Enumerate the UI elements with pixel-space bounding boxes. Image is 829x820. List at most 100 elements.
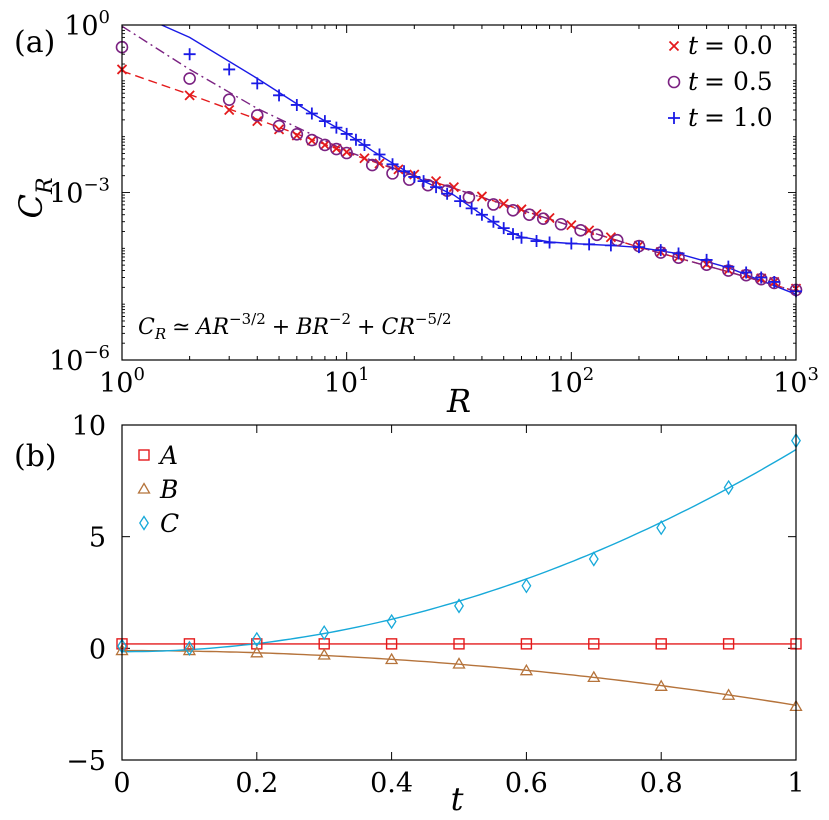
point-t-0-0-12 (393, 164, 404, 175)
ann-plus-2: + (357, 315, 375, 340)
point-t-1-0-20 (475, 208, 488, 221)
x-tick-label-0: 100 (99, 364, 145, 399)
point-b-4 (384, 652, 399, 665)
ann-a-exp: −3/2 (229, 310, 266, 328)
point-t-1-0-5 (305, 107, 318, 120)
point-t-1-0-28 (583, 238, 596, 251)
point-c-4 (386, 613, 397, 630)
point-t-0-5-5 (290, 128, 304, 141)
point-t-0-0-16 (476, 191, 488, 202)
point-t-1-0-34 (722, 260, 735, 273)
legend-label-t-0-0: t = 0.0 (688, 31, 773, 60)
panel-b-x-axis-label: t (451, 780, 464, 818)
y-label-sub: R (33, 177, 58, 195)
ann-b-exp: −2 (329, 310, 351, 328)
x-tick-label-exp: 2 (583, 364, 594, 385)
y-label-main: C (12, 194, 50, 218)
point-b-9 (721, 688, 736, 700)
legend-marker-t-0-5 (667, 75, 681, 89)
legend-label-t-1-0: t = 1.0 (688, 103, 773, 132)
point-t-0-0-4 (273, 124, 285, 135)
panel-b-y-tick-labels: −5 0 5 10 (66, 411, 106, 777)
point-t-1-0-17 (441, 187, 454, 200)
point-c-2 (251, 631, 262, 648)
point-t-0-0-8 (331, 143, 342, 154)
point-t-1-0-19 (465, 202, 478, 215)
point-t-0-5-15 (462, 191, 476, 204)
panel-a-fit-lines (122, 25, 796, 295)
point-a-5 (453, 638, 465, 650)
panel-b-label: (b) (14, 439, 57, 474)
x-tick-label-base: 10 (773, 368, 807, 399)
y-tick-label-2: 100 (64, 7, 110, 42)
x-tick-label-base: 10 (548, 368, 582, 399)
point-a-1 (183, 638, 196, 650)
point-t-0-5-19 (536, 212, 550, 225)
point-t-0-5-21 (574, 224, 587, 237)
point-t-1-0-18 (454, 195, 467, 208)
point-t-1-0-22 (497, 222, 510, 235)
point-a-8 (655, 638, 667, 650)
panel-a-legend: t = 0.0t = 0.5t = 1.0 (667, 31, 773, 132)
point-t-0-5-13 (421, 178, 435, 192)
fit-curve-b (122, 649, 796, 706)
bx-tick-label-0: 0 (113, 768, 130, 799)
point-t-0-5-3 (250, 109, 264, 122)
point-t-1-0-24 (515, 231, 528, 244)
fit-line-t-0-5 (122, 25, 796, 292)
point-t-1-0-36 (755, 271, 768, 284)
point-t-1-0-37 (768, 275, 781, 288)
point-t-1-0-11 (373, 148, 386, 161)
point-c-7 (588, 551, 599, 567)
by-tick-label-1: 0 (89, 634, 106, 665)
point-t-1-0-7 (330, 121, 343, 134)
y-tick-label-exp: 0 (99, 7, 110, 28)
x-tick-label-2: 102 (548, 364, 594, 399)
point-t-0-5-17 (506, 203, 520, 217)
legend-var: t (688, 103, 699, 132)
x-tick-label-1: 101 (324, 364, 370, 399)
ann-a: AR (195, 315, 229, 340)
point-a-9 (722, 638, 735, 650)
legend-val: = 0.5 (704, 67, 773, 96)
point-t-0-5-12 (402, 173, 416, 186)
point-t-1-0-31 (654, 244, 667, 257)
point-t-0-5-1 (183, 72, 196, 85)
by-tick-label-0: −5 (66, 746, 106, 777)
panel-a-markers (115, 40, 803, 298)
y-tick-label-base: 10 (64, 11, 98, 42)
point-t-0-5-7 (318, 138, 332, 152)
point-a-7 (588, 638, 600, 650)
svg-text:CR: CR (12, 177, 58, 218)
point-t-1-0-29 (604, 239, 617, 252)
point-t-1-0-14 (408, 170, 421, 183)
point-t-0-5-20 (554, 217, 568, 231)
point-b-5 (452, 657, 466, 669)
ann-b: BR (295, 315, 329, 340)
point-c-6 (521, 578, 532, 594)
fit-line-t-1-0 (161, 25, 796, 295)
bx-tick-label-5: 1 (787, 768, 804, 799)
point-t-1-0-30 (632, 241, 645, 254)
point-b-7 (587, 670, 601, 683)
point-c-3 (319, 625, 330, 641)
y-tick-label-exp: −3 (83, 175, 110, 196)
point-t-1-0-26 (543, 236, 556, 249)
ann-c: CR (381, 315, 414, 340)
x-tick-label-base: 10 (99, 368, 133, 399)
point-t-1-0-0 (183, 48, 196, 61)
legend-label-c: C (160, 509, 179, 538)
panel-a-label: (a) (14, 25, 55, 60)
point-t-1-0-32 (672, 247, 685, 260)
legend-var: t (688, 31, 699, 60)
y-tick-label-exp: −6 (83, 342, 110, 363)
bx-tick-label-2: 0.4 (370, 768, 413, 799)
point-a-6 (520, 638, 533, 650)
x-tick-label-exp: 1 (358, 364, 369, 385)
point-t-0-5-18 (523, 208, 536, 222)
point-t-0-0-17 (498, 198, 509, 209)
point-t-1-0-13 (398, 165, 411, 178)
